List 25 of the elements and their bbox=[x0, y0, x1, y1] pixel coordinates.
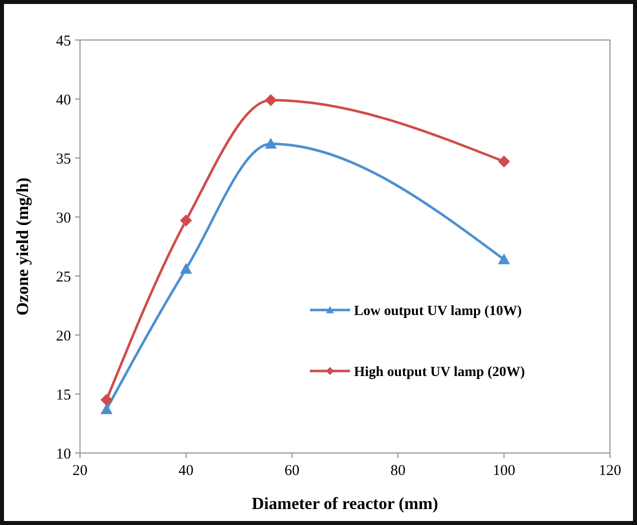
x-tick-label: 100 bbox=[492, 463, 516, 479]
y-tick-label: 35 bbox=[56, 151, 71, 168]
point bbox=[180, 214, 192, 227]
point bbox=[180, 262, 192, 274]
point bbox=[498, 156, 510, 168]
point bbox=[264, 94, 277, 106]
point bbox=[100, 394, 112, 406]
x-tick-label: 60 bbox=[284, 463, 300, 479]
point bbox=[498, 253, 510, 264]
y-tick-label: 10 bbox=[56, 446, 71, 462]
y-tick-label: 15 bbox=[56, 387, 71, 404]
x-tick-label: 80 bbox=[390, 463, 406, 479]
x-tick-label: 120 bbox=[598, 463, 622, 479]
y-tick-label: 20 bbox=[56, 328, 71, 344]
y-axis-title: Ozone yield (mg/h) bbox=[13, 178, 32, 316]
x-tick-label: 40 bbox=[178, 463, 194, 479]
legend-label: Low output UV lamp (10W) bbox=[354, 304, 522, 319]
y-tick-label: 45 bbox=[56, 33, 71, 50]
x-tick-label: 20 bbox=[72, 463, 88, 479]
point bbox=[264, 138, 277, 149]
y-tick-label: 40 bbox=[56, 92, 71, 108]
legend-label: High output UV lamp (20W) bbox=[354, 364, 526, 380]
y-tick-label: 25 bbox=[56, 269, 71, 286]
y-tick-label: 30 bbox=[56, 210, 71, 226]
x-axis-title: Diameter of reactor (mm) bbox=[252, 494, 438, 513]
